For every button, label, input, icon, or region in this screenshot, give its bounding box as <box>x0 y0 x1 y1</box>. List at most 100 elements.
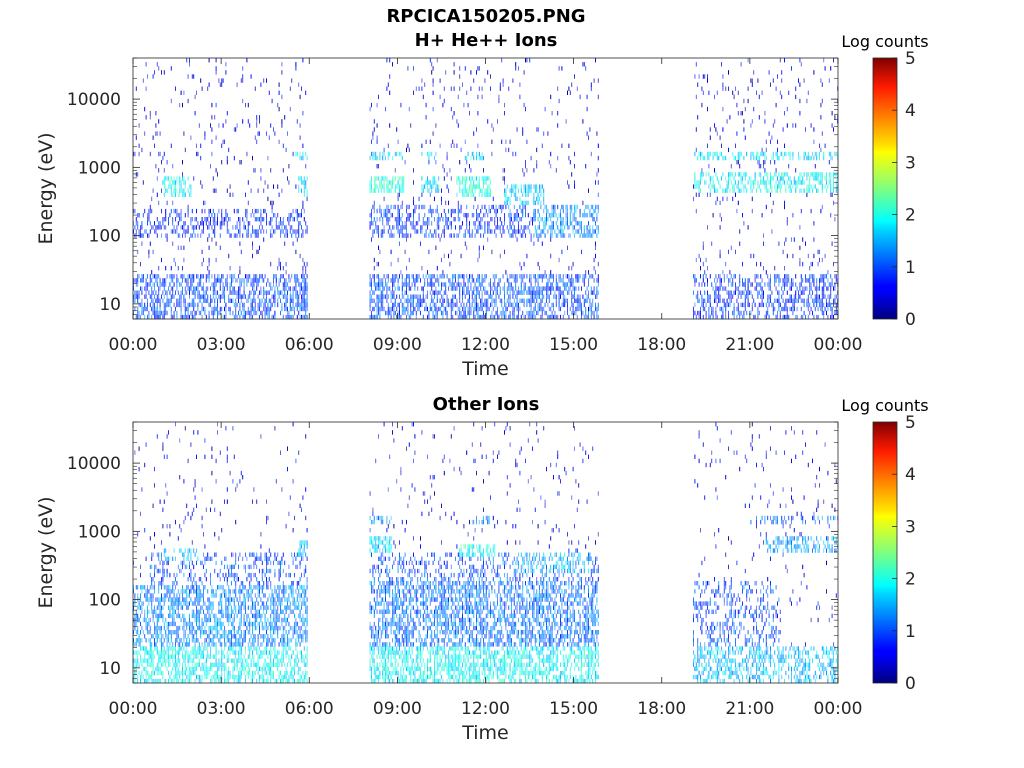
spectrogram-cell <box>459 306 461 312</box>
spectrogram-cell <box>399 188 400 193</box>
spectrogram-cell <box>547 278 549 283</box>
spectrogram-cell <box>532 314 533 320</box>
spectrogram-cell <box>828 78 830 83</box>
spectrogram-cell <box>427 176 428 181</box>
spectrogram-cell <box>529 290 531 295</box>
spectrogram-cell <box>820 147 822 153</box>
spectrogram-cell <box>833 298 834 303</box>
spectrogram-cell <box>200 155 202 161</box>
spectrogram-cell <box>459 74 461 79</box>
spectrogram-cell <box>553 221 554 226</box>
spectrogram-cell <box>142 274 144 279</box>
spectrogram-cell <box>224 221 225 226</box>
spectrogram-cell <box>138 229 140 234</box>
spectrogram-cell <box>728 147 729 153</box>
spectrogram-cell <box>435 245 437 250</box>
spectrogram-cell <box>387 217 389 222</box>
spectrogram-cell <box>708 310 710 316</box>
spectrogram-cell <box>541 278 543 283</box>
spectrogram-cell <box>800 282 802 287</box>
spectrogram-cell <box>470 70 472 75</box>
spectrogram-cell <box>175 180 176 185</box>
spectrogram-cell <box>565 274 567 279</box>
spectrogram-cell <box>719 135 721 140</box>
spectrogram-cell <box>777 298 778 303</box>
spectrogram-cell <box>719 200 721 206</box>
spectrogram-cell <box>431 233 433 238</box>
spectrogram-cell <box>467 188 469 193</box>
spectrogram-cell <box>775 86 777 91</box>
spectrogram-cell <box>442 298 444 303</box>
spectrogram-cell <box>238 217 239 222</box>
spectrogram-cell <box>382 151 384 157</box>
spectrogram-cell <box>562 208 564 214</box>
spectrogram-cell <box>257 278 259 283</box>
spectrogram-cell <box>515 282 517 287</box>
spectrogram-cell <box>275 278 277 283</box>
spectrogram-cell <box>302 229 304 234</box>
spectrogram-cell <box>725 302 727 308</box>
spectrogram-cell <box>253 286 255 291</box>
spectrogram-cell <box>722 196 724 202</box>
spectrogram-cell <box>239 302 241 308</box>
spectrogram-cell <box>411 274 413 279</box>
spectrogram-cell <box>810 172 812 177</box>
y-axis-label: Energy (eV) <box>35 132 57 244</box>
spectrogram-cell <box>742 314 743 320</box>
spectrogram-cell <box>201 261 203 267</box>
spectrogram-cell <box>796 286 798 291</box>
spectrogram-cell <box>473 131 475 136</box>
spectrogram-cell <box>515 229 517 234</box>
spectrogram-cell <box>567 213 568 218</box>
spectrogram-cell <box>574 217 575 222</box>
spectrogram-cell <box>387 151 389 157</box>
spectrogram-cell <box>435 208 437 214</box>
spectrogram-cell <box>809 274 811 279</box>
spectrogram-cell <box>467 213 469 218</box>
spectrogram-cell <box>760 261 762 267</box>
spectrogram-cell <box>429 208 431 214</box>
spectrogram-cell <box>163 217 165 222</box>
spectrogram-cell <box>459 180 461 185</box>
spectrogram-cell <box>242 74 244 79</box>
spectrogram-cell <box>301 294 302 299</box>
spectrogram-cell <box>176 286 178 291</box>
spectrogram-cell <box>456 143 458 148</box>
spectrogram-cell <box>133 278 134 283</box>
spectrogram-cell <box>432 82 434 87</box>
spectrogram-cell <box>439 237 441 242</box>
spectrogram-cell <box>394 286 396 291</box>
spectrogram-cell <box>568 143 570 148</box>
spectrogram-cell <box>376 155 378 161</box>
spectrogram-cell <box>597 78 599 83</box>
spectrogram-cell <box>520 188 522 193</box>
spectrogram-cell <box>760 188 762 193</box>
spectrogram-cell <box>305 221 307 226</box>
spectrogram-cell <box>413 90 414 95</box>
spectrogram-cell <box>772 151 774 157</box>
spectrogram-cell <box>483 286 484 291</box>
spectrogram-cell <box>782 290 784 295</box>
spectrogram-cell <box>813 184 815 189</box>
spectrogram-cell <box>441 294 442 299</box>
spectrogram-cell <box>421 188 423 193</box>
spectrogram-cell <box>217 172 218 177</box>
spectrogram-cell <box>698 282 700 287</box>
spectrogram-cell <box>767 176 769 181</box>
spectrogram-cell <box>249 314 251 320</box>
spectrogram-cell <box>816 282 818 287</box>
spectrogram-cell <box>775 314 777 320</box>
spectrogram-cell <box>254 168 256 173</box>
spectrogram-cell <box>470 306 472 312</box>
spectrogram-cell <box>229 266 231 271</box>
spectrogram-cell <box>786 106 788 112</box>
spectrogram-cell <box>553 278 554 283</box>
spectrogram-cell <box>292 302 294 308</box>
spectrogram-cell <box>536 294 538 299</box>
spectrogram-cell <box>442 164 444 169</box>
spectrogram-cell <box>799 58 801 63</box>
spectrogram-cell <box>442 270 444 275</box>
spectrogram-cell <box>530 314 532 320</box>
spectrogram-cell <box>253 282 255 287</box>
spectrogram-cell <box>516 274 518 279</box>
